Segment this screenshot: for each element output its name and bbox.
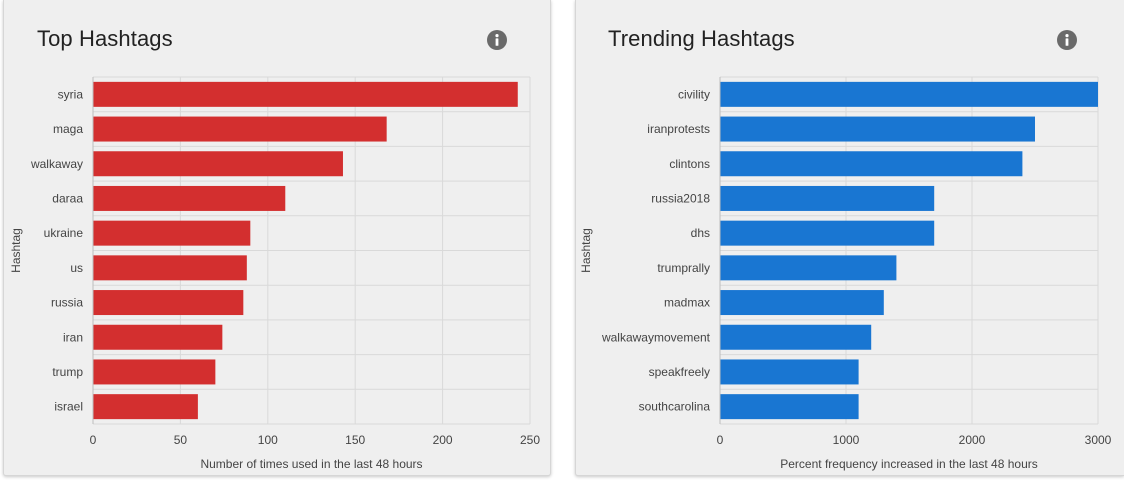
card-title-top-hashtags: Top Hashtags <box>37 26 173 51</box>
category-label: israel <box>54 400 83 414</box>
x-tick-label: 200 <box>433 433 453 447</box>
x-tick-label: 100 <box>258 433 278 447</box>
category-label: southcarolina <box>639 400 711 414</box>
trending-hashtags-card: Trending Hashtags civility iranprotests cl… <box>575 0 1124 476</box>
category-label: iran <box>63 330 83 344</box>
category-label: russia <box>51 296 83 310</box>
category-label: clintons <box>669 157 710 171</box>
x-tick-label: 1000 <box>833 433 860 447</box>
category-label: speakfreely <box>649 365 710 379</box>
category-label: trump <box>52 365 83 379</box>
category-label: dhs <box>691 226 710 240</box>
x-tick-label: 0 <box>90 433 97 447</box>
category-label: russia2018 <box>651 191 710 205</box>
y-axis-title: Hashtag <box>9 228 23 273</box>
bar-madmax[interactable] <box>720 290 884 316</box>
category-label: ukraine <box>44 226 84 240</box>
bar-southcarolina[interactable] <box>720 394 859 420</box>
category-label: walkaway <box>30 157 83 171</box>
bar-russia[interactable] <box>93 290 244 316</box>
category-label: walkawaymovement <box>601 330 711 344</box>
bar-walkaway[interactable] <box>93 151 343 177</box>
bar-dhs[interactable] <box>720 220 935 246</box>
bar-civility[interactable] <box>720 81 1098 107</box>
bar-ukraine[interactable] <box>93 220 251 246</box>
top-hashtags-card: Top Hashtags syria maga walkaway daraa ukrai… <box>3 0 551 476</box>
category-label: maga <box>53 122 83 136</box>
category-label: daraa <box>52 191 83 205</box>
bar-walkawaymovement[interactable] <box>720 324 872 350</box>
bar-syria[interactable] <box>93 81 518 107</box>
category-label: madmax <box>664 296 710 310</box>
bar-trumprally[interactable] <box>720 255 897 281</box>
info-icon[interactable] <box>487 30 507 50</box>
bar-russia2018[interactable] <box>720 185 935 211</box>
card-title-trending-hashtags: Trending Hashtags <box>608 26 795 51</box>
x-tick-label: 3000 <box>1085 433 1112 447</box>
bar-iran[interactable] <box>93 324 223 350</box>
category-label: civility <box>678 87 710 101</box>
top-hashtags-chart: syria maga walkaway daraa ukraine us russia ira… <box>9 76 540 471</box>
x-axis-title: Percent frequency increased in the last … <box>780 457 1037 471</box>
x-tick-label: 2000 <box>959 433 986 447</box>
x-tick-label: 50 <box>174 433 188 447</box>
bar-us[interactable] <box>93 255 247 281</box>
x-tick-label: 0 <box>717 433 724 447</box>
info-icon[interactable] <box>1057 30 1077 50</box>
bar-israel[interactable] <box>93 394 198 420</box>
x-axis-title: Number of times used in the last 48 hour… <box>200 457 422 471</box>
category-label: trumprally <box>657 261 710 275</box>
bar-iranprotests[interactable] <box>720 116 1035 142</box>
bar-trump[interactable] <box>93 359 216 385</box>
bar-speakfreely[interactable] <box>720 359 859 385</box>
y-axis-title: Hashtag <box>579 228 593 273</box>
bar-clintons[interactable] <box>720 151 1023 177</box>
bar-daraa[interactable] <box>93 185 286 211</box>
trending-hashtags-chart: civility iranprotests clintons russia2018 dh… <box>579 76 1112 471</box>
category-label: us <box>70 261 83 275</box>
bar-maga[interactable] <box>93 116 387 142</box>
category-label: syria <box>58 87 84 101</box>
category-label: iranprotests <box>647 122 710 136</box>
x-tick-label: 250 <box>520 433 540 447</box>
x-tick-label: 150 <box>345 433 365 447</box>
